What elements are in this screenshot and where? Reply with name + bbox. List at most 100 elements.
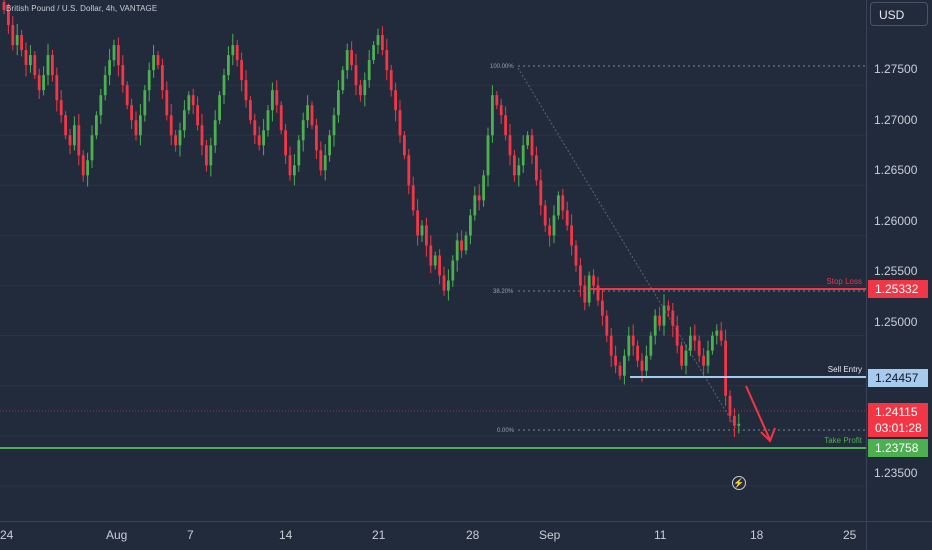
- candle-body: [561, 195, 565, 211]
- candle-body: [513, 155, 516, 176]
- candle-body: [95, 115, 98, 136]
- candle-body: [354, 65, 358, 86]
- take-profit-price-tag: 1.23758: [868, 439, 928, 457]
- candle-body: [20, 35, 23, 51]
- candle-body: [161, 65, 164, 91]
- candle-body: [42, 75, 45, 91]
- candle-body: [702, 355, 705, 366]
- candle-body: [231, 45, 235, 56]
- time-tick: 21: [372, 528, 386, 542]
- candle-body: [592, 275, 595, 286]
- grid: [0, 84, 866, 487]
- candle-body: [121, 65, 125, 86]
- candle-body: [438, 255, 441, 276]
- candle-body: [737, 423, 741, 426]
- candle-body: [552, 215, 556, 236]
- candle-body: [59, 100, 63, 116]
- candle-body: [579, 265, 582, 286]
- candle-body: [90, 135, 94, 161]
- candle-body: [46, 55, 50, 76]
- candle-body: [517, 165, 521, 176]
- candle-body: [55, 75, 59, 101]
- candle-body: [363, 80, 367, 96]
- candle-body: [684, 350, 688, 366]
- price-tick: 1.25000: [874, 315, 918, 329]
- candle-body: [504, 115, 507, 136]
- candle-body: [416, 210, 419, 236]
- candle-body: [587, 275, 591, 303]
- candle-body: [249, 100, 252, 121]
- candle-body: [398, 110, 402, 136]
- candle-body: [310, 105, 314, 126]
- candle-body: [77, 125, 81, 156]
- candle-body: [557, 195, 560, 216]
- sell-entry-price-tag: 1.24457: [868, 369, 928, 387]
- candle-body: [37, 75, 41, 91]
- candle-body: [143, 90, 147, 116]
- time-tick: Sep: [539, 528, 561, 542]
- candle-body: [451, 260, 455, 281]
- candle-body: [147, 70, 151, 91]
- candle-body: [482, 175, 485, 201]
- candle-body: [81, 155, 85, 176]
- candle-body: [213, 120, 217, 146]
- candle-body: [407, 155, 411, 186]
- candle-body: [297, 140, 301, 166]
- candle-body: [156, 55, 160, 66]
- candle-body: [68, 135, 72, 146]
- candle-body: [667, 305, 670, 311]
- candle-body: [636, 345, 639, 361]
- candle-body: [381, 35, 384, 51]
- candle-body: [257, 135, 261, 146]
- candle-body: [134, 120, 138, 136]
- last-price-tag: 1.24115: [868, 403, 928, 421]
- candle-body: [486, 135, 490, 176]
- lightning-icon[interactable]: ⚡: [732, 476, 746, 490]
- candles: [2, 0, 741, 438]
- candle-body: [279, 105, 283, 131]
- candle-body: [609, 335, 613, 356]
- projection-arrow[interactable]: [745, 385, 776, 443]
- candle-body: [711, 335, 714, 351]
- candle-body: [2, 2, 6, 11]
- candle-body: [539, 180, 543, 206]
- candle-body: [51, 55, 54, 76]
- time-tick: 7: [187, 528, 194, 542]
- candle-body: [631, 335, 635, 346]
- candle-body: [262, 130, 265, 146]
- candle-body: [605, 315, 609, 336]
- currency-button[interactable]: USD: [870, 2, 928, 26]
- candle-body: [433, 255, 437, 266]
- symbol-title: British Pound / U.S. Dollar, 4h, VANTAGE: [6, 4, 158, 13]
- candle-body: [64, 115, 67, 136]
- candle-body: [196, 105, 199, 126]
- candle-body: [284, 130, 287, 156]
- candle-body: [495, 95, 499, 106]
- candle-body: [328, 135, 331, 156]
- candle-body: [425, 225, 428, 246]
- candle-body: [29, 55, 32, 66]
- candle-body: [86, 160, 89, 176]
- candle-body: [222, 75, 226, 96]
- candle-body: [152, 55, 155, 71]
- trade-levels[interactable]: Stop Loss Sell Entry Take Profit: [0, 277, 866, 449]
- candle-body: [623, 355, 626, 376]
- candle-body: [693, 335, 697, 341]
- candle-body: [645, 355, 648, 371]
- candle-body: [293, 165, 296, 176]
- candle-body: [200, 125, 204, 146]
- candle-body: [345, 50, 349, 71]
- candle-body: [403, 135, 406, 156]
- candle-body: [227, 55, 230, 76]
- candle-body: [301, 120, 305, 141]
- candle-body: [253, 120, 257, 136]
- candle-body: [706, 350, 710, 366]
- candle-body: [99, 95, 103, 116]
- candle-body: [491, 95, 494, 136]
- candle-body: [112, 45, 116, 61]
- fibonacci-retracement[interactable]: 100.00% 38.20% 0.00%: [490, 64, 866, 434]
- candle-body: [341, 70, 345, 91]
- candle-body: [719, 330, 723, 341]
- price-axis-separator: [866, 0, 867, 550]
